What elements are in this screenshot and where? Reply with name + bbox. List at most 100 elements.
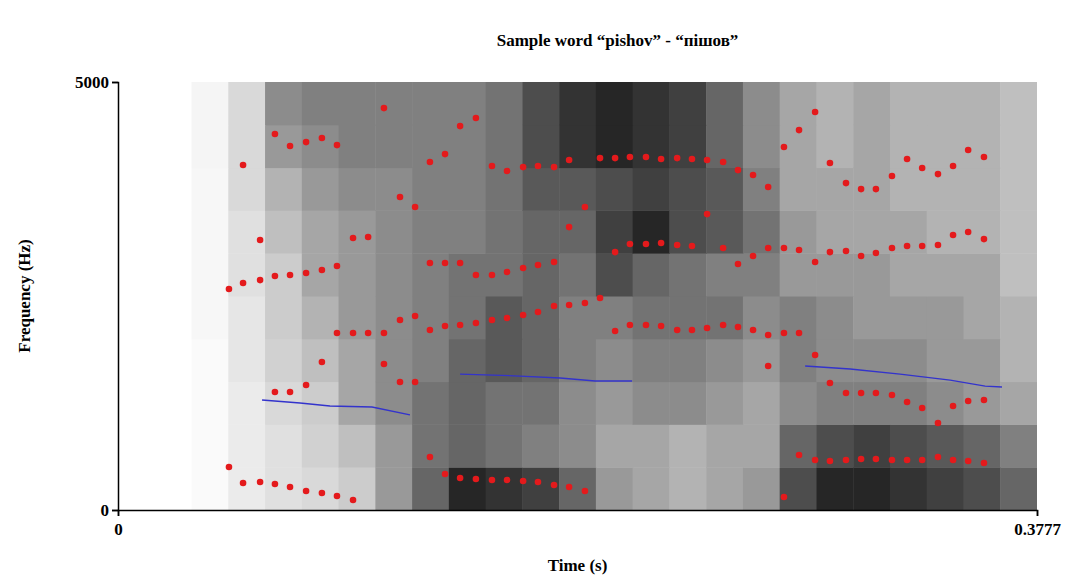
formant-point [520, 312, 527, 319]
formant-point [658, 323, 665, 330]
axis-line [112, 83, 119, 511]
spectrogram-cell [302, 467, 339, 510]
spectrogram-cell [118, 253, 155, 296]
formant-point [950, 232, 957, 239]
formant-point [612, 328, 619, 335]
spectrogram-cell [486, 424, 523, 467]
spectrogram-cell [339, 168, 376, 211]
spectrogram-cell [339, 253, 376, 296]
spectrogram-cell [780, 339, 817, 382]
formant-point [889, 245, 896, 252]
formant-point [827, 160, 834, 167]
formant-point [457, 475, 464, 482]
formant-point [226, 286, 233, 293]
formant-point [504, 477, 511, 484]
formant-point [287, 484, 294, 491]
spectrogram-cell [743, 210, 780, 253]
spectrogram-cell [890, 253, 927, 296]
spectrogram-cell [596, 253, 633, 296]
spectrogram-cell [412, 168, 449, 211]
spectrogram-cell [228, 296, 265, 339]
formant-point [765, 332, 772, 339]
formant-point [551, 482, 558, 489]
formant-point [858, 186, 865, 193]
spectrogram-cell [486, 382, 523, 425]
spectrogram-cell [596, 382, 633, 425]
spectrogram-cell [780, 210, 817, 253]
x-axis: 00.3777 [114, 510, 1061, 539]
spectrogram-cell [927, 296, 964, 339]
spectrogram-cell [780, 382, 817, 425]
formant-point [720, 322, 727, 329]
tick-mark [112, 82, 118, 84]
formant-point [287, 389, 294, 396]
formant-point [765, 363, 772, 370]
formant-point [551, 164, 558, 171]
spectrogram-cell [522, 296, 559, 339]
formant-point [489, 272, 496, 279]
spectrogram-cell [963, 210, 1000, 253]
axis-line [119, 511, 1038, 517]
formant-point [427, 159, 434, 166]
formant-point [442, 260, 449, 267]
spectrogram-cell [890, 382, 927, 425]
formant-point [827, 380, 834, 387]
formant-point [950, 403, 957, 410]
formant-point [919, 165, 926, 172]
formant-point [904, 156, 911, 163]
spectrogram-cell [853, 339, 890, 382]
spectrogram-cell [596, 82, 633, 125]
spectrogram-cell [155, 253, 192, 296]
spectrogram-cell [522, 253, 559, 296]
spectrogram-cell [228, 424, 265, 467]
formant-point [873, 186, 880, 193]
spectrogram-cell [927, 253, 964, 296]
spectrogram-cell [412, 210, 449, 253]
formant-point [240, 162, 247, 169]
spectrogram-cell [339, 210, 376, 253]
formant-point [334, 263, 341, 270]
spectrogram-cell [228, 382, 265, 425]
formant-point [750, 172, 757, 179]
formant-point [504, 269, 511, 276]
spectrogram-cell [486, 296, 523, 339]
y-axis: 05000 [75, 73, 119, 520]
spectrogram-cell [155, 382, 192, 425]
formant-point [904, 243, 911, 250]
spectrogram-cell [1000, 424, 1037, 467]
formant-point [334, 330, 341, 337]
spectrogram-cell [155, 210, 192, 253]
formant-point [319, 359, 326, 366]
formant-point [765, 184, 772, 191]
spectrogram-cell [155, 467, 192, 510]
formant-point [689, 327, 696, 334]
formant-point [704, 325, 711, 332]
spectrogram-cell [155, 424, 192, 467]
spectrogram-cell [522, 168, 559, 211]
formant-point [397, 317, 404, 324]
spectrogram-cell [633, 296, 670, 339]
spectrogram-cell [669, 296, 706, 339]
spectrogram-cell [559, 424, 596, 467]
spectrogram-cell [669, 467, 706, 510]
formant-point [504, 168, 511, 175]
spectrogram-cell [853, 424, 890, 467]
formant-point [796, 127, 803, 134]
spectrogram-cell [706, 82, 743, 125]
spectrogram-cell [1000, 125, 1037, 168]
spectrogram-cell [780, 168, 817, 211]
spectrogram-cell [265, 339, 302, 382]
formant-point [704, 211, 711, 218]
spectrogram-cell [375, 424, 412, 467]
spectrogram-cell [302, 168, 339, 211]
spectrogram-cell [339, 382, 376, 425]
formant-point [796, 452, 803, 459]
spectrogram-cell [1000, 210, 1037, 253]
formant-point [457, 260, 464, 267]
spectrogram-cell [780, 253, 817, 296]
spectrogram-cell [633, 168, 670, 211]
spectrogram-cell [412, 424, 449, 467]
formant-point [473, 320, 480, 327]
spectrogram-cell [1000, 168, 1037, 211]
formant-point [935, 454, 942, 461]
